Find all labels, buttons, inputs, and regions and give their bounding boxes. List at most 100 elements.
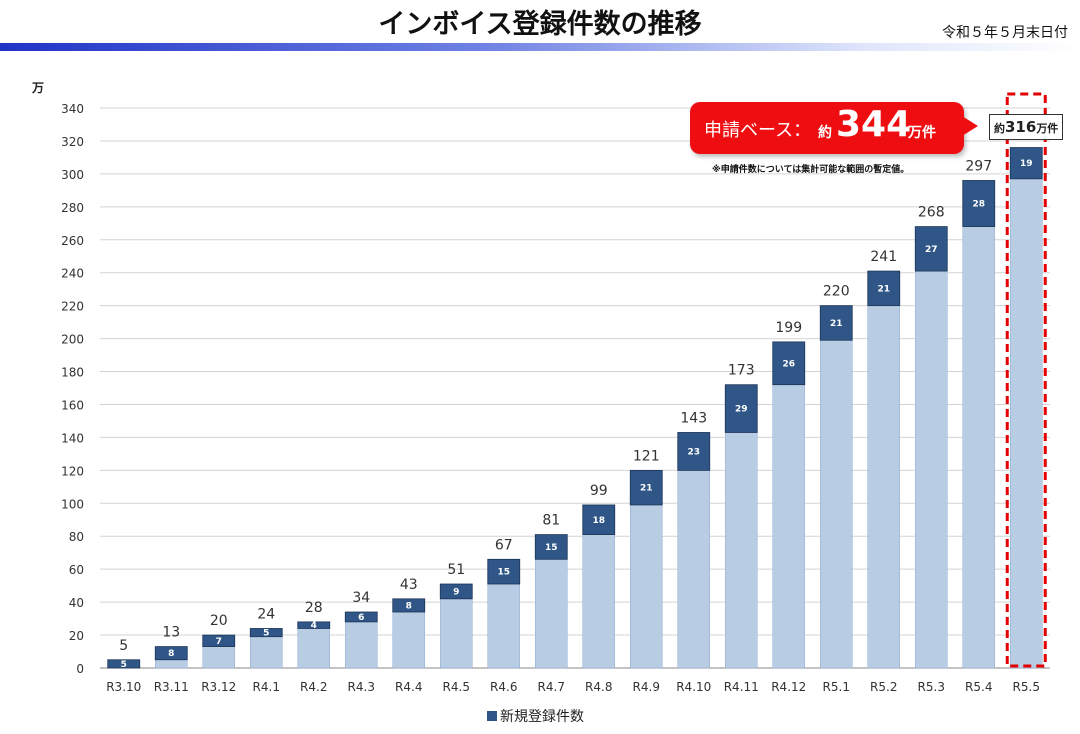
bar-new-value-label: 7: [216, 637, 222, 647]
bar-cumulative: [297, 628, 330, 669]
y-tick-label: 300: [61, 168, 84, 182]
bar-cumulative: [250, 636, 283, 669]
y-tick-label: 280: [61, 201, 84, 215]
bar-cumulative: [392, 611, 425, 669]
bar-new: [962, 180, 996, 227]
bar-new: [582, 504, 616, 535]
highlight-dashed-box: [1005, 92, 1047, 668]
bar-new: [772, 341, 806, 386]
bar-new: [154, 646, 188, 661]
bar-new: [202, 634, 236, 647]
bar-new: [819, 305, 853, 341]
bar-cumulative: [820, 339, 853, 669]
x-tick-label: R4.12: [771, 680, 806, 694]
bar-cumulative: [582, 534, 615, 669]
bar-cumulative: [1010, 178, 1043, 669]
bar-new-value-label: 21: [640, 484, 653, 494]
x-tick-label: R4.6: [490, 680, 517, 694]
total-value: 316: [1005, 118, 1037, 136]
bar-total-label: 297: [965, 158, 992, 174]
latest-total-box: 約316万件: [989, 114, 1064, 140]
y-tick-label: 100: [61, 497, 84, 511]
bar-total-label: 20: [210, 613, 228, 629]
bar-new: [677, 432, 711, 471]
bar-new-value-label: 21: [830, 319, 843, 329]
total-unit: 万件: [1036, 122, 1059, 135]
callout-prefix: 約: [818, 125, 832, 141]
x-tick-label: R4.3: [348, 680, 375, 694]
bar-new: [724, 384, 758, 433]
bar-cumulative: [677, 470, 710, 669]
bar-new-value-label: 28: [972, 200, 985, 210]
bar-total-label: 34: [352, 590, 370, 606]
bar-cumulative: [772, 384, 805, 669]
bar-cumulative: [962, 226, 995, 669]
bar-cumulative: [535, 559, 568, 669]
y-tick-label: 240: [61, 267, 84, 281]
x-tick-label: R4.10: [676, 680, 711, 694]
x-tick-label: R5.2: [870, 680, 897, 694]
bar-cumulative: [725, 432, 758, 669]
y-axis-unit: 万: [31, 81, 44, 95]
bar-cumulative: [440, 598, 473, 669]
bar-new: [1009, 147, 1043, 180]
total-prefix: 約: [994, 122, 1005, 135]
title-underline-bar: [0, 43, 1080, 51]
bar-new-value-label: 8: [406, 601, 412, 611]
bar-cumulative: [630, 504, 663, 669]
y-tick-label: 220: [61, 300, 84, 314]
x-tick-label: R5.1: [823, 680, 850, 694]
x-tick-label: R3.11: [154, 680, 189, 694]
bar-new: [249, 628, 283, 638]
x-tick-label: R5.4: [965, 680, 992, 694]
bar-new: [344, 611, 378, 623]
y-tick-label: 20: [69, 629, 84, 643]
bar-new: [629, 469, 663, 506]
bar-new-value-label: 18: [592, 516, 605, 526]
callout-pointer: [962, 116, 978, 136]
bar-new-value-label: 5: [121, 660, 127, 670]
bar-new-value-label: 15: [545, 543, 558, 553]
bar-cumulative: [915, 270, 948, 669]
page-title: インボイス登録件数の推移: [378, 9, 702, 40]
y-tick-label: 80: [69, 530, 84, 544]
bar-total-label: 220: [823, 284, 850, 300]
date-label: 令和５年５月末日付: [942, 25, 1068, 41]
bar-total-label: 199: [775, 320, 802, 336]
x-tick-label: R4.1: [253, 680, 280, 694]
bar-new: [534, 534, 568, 560]
legend-label-new: 新規登録件数: [500, 709, 584, 725]
bar-new: [392, 598, 426, 613]
bar-new-value-label: 4: [311, 621, 317, 631]
x-tick-label: R4.7: [538, 680, 565, 694]
y-tick-label: 200: [61, 333, 84, 347]
x-tick-label: R5.3: [918, 680, 945, 694]
y-tick-label: 40: [69, 596, 84, 610]
bar-new-value-label: 23: [687, 447, 700, 457]
legend-swatch-new: [487, 711, 497, 721]
y-tick-label: 340: [61, 102, 84, 116]
bar-cumulative: [345, 621, 378, 669]
bar-new: [487, 558, 521, 585]
y-tick-label: 160: [61, 398, 84, 412]
bar-new: [297, 621, 331, 629]
bar-total-label: 51: [447, 562, 465, 578]
x-tick-label: R3.10: [106, 680, 141, 694]
x-tick-label: R4.2: [300, 680, 327, 694]
bar-total-label: 121: [633, 448, 660, 464]
bar-new-value-label: 26: [782, 359, 795, 369]
bar-total-label: 143: [680, 410, 707, 426]
bar-total-label: 24: [257, 606, 275, 622]
bar-new-value-label: 5: [263, 629, 269, 639]
callout-value: 344: [836, 104, 912, 145]
x-tick-label: R4.9: [633, 680, 660, 694]
application-callout: 申請ベース： 約 344 万件: [690, 102, 978, 154]
y-tick-label: 260: [61, 234, 84, 248]
bar-new-value-label: 6: [358, 613, 364, 623]
bar-new-value-label: 27: [925, 245, 938, 255]
chart-legend: 新規登録件数: [487, 706, 584, 726]
bar-total-label: 5: [119, 638, 128, 654]
bar-new: [439, 583, 473, 600]
callout-note: ※申請件数については集計可能な範囲の暫定値。: [712, 165, 910, 175]
